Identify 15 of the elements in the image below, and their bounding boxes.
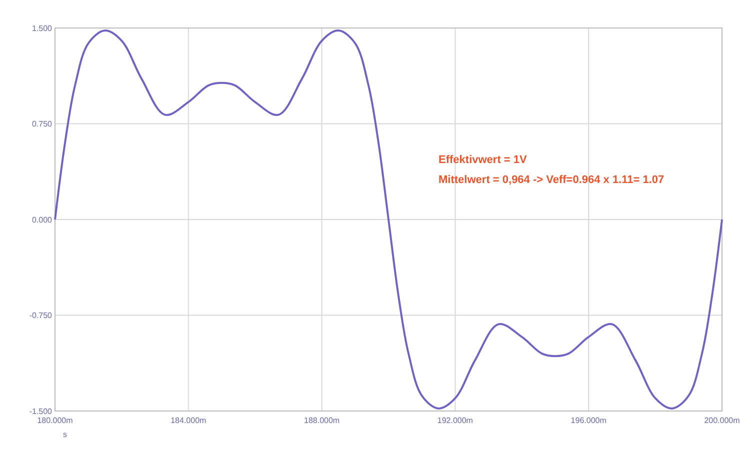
x-tick-label: 188.000m — [304, 416, 340, 425]
y-tick-label: 1.500 — [32, 24, 53, 33]
x-tick-label: 196.000m — [570, 416, 607, 425]
y-tick-label: -1.500 — [29, 406, 53, 416]
x-tick-label: 192.000m — [437, 416, 474, 425]
line-series — [54, 30, 723, 410]
y-tick-label: -0.750 — [29, 311, 53, 320]
y-tick-label: 0.750 — [32, 120, 53, 129]
x-tick-label: 180.000m — [37, 416, 74, 425]
annotation: Effektivwert = 1V — [438, 154, 528, 166]
annotation: Mittelwert = 0,964 -> Veff=0.964 x 1.11= 1.07 — [438, 174, 664, 186]
x-tick-label: 200.000m — [704, 416, 740, 425]
y-tick-label: 0.000 — [32, 215, 53, 224]
x-tick-label: 184.000m — [170, 416, 207, 425]
x-axis-title: s — [63, 430, 67, 439]
